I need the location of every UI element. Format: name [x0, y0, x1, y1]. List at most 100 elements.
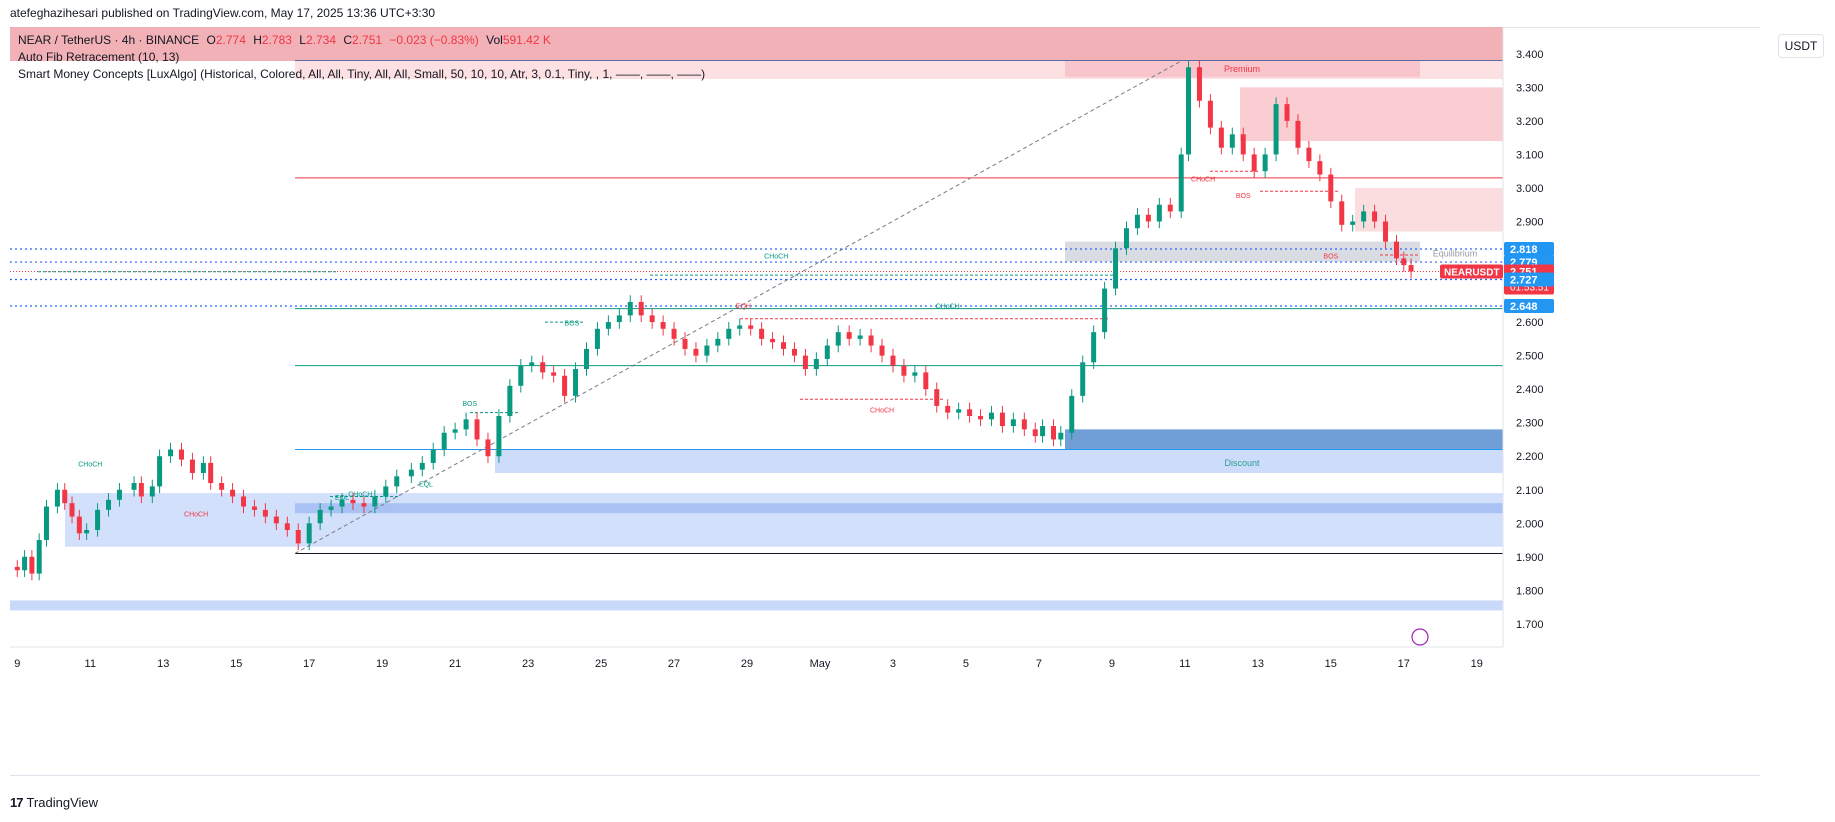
supply-zone-1	[1240, 87, 1503, 142]
time-tick: 11	[85, 658, 96, 670]
candle-body	[251, 506, 257, 510]
candle-body	[14, 566, 20, 571]
candle-body	[1372, 211, 1378, 222]
candle-body	[1145, 214, 1151, 222]
candle-body	[157, 456, 163, 487]
candle-body	[295, 529, 301, 544]
candle-body	[1102, 288, 1108, 333]
candle-body	[912, 372, 918, 376]
candle-body	[638, 301, 644, 316]
candle-body	[1207, 100, 1213, 128]
structure-label: EQL	[335, 495, 349, 502]
discount-zone	[495, 449, 1503, 473]
demand-zone-2	[295, 503, 1503, 514]
candle-body	[1383, 221, 1389, 242]
high-value: 2.783	[261, 33, 292, 47]
chart-legend: NEAR / TetherUS · 4h · BINANCE O2.774 H2…	[18, 32, 705, 83]
time-tick: 15	[1325, 658, 1337, 670]
price-tick: 1.800	[1516, 585, 1544, 597]
candle-body	[208, 462, 214, 484]
time-tick: 17	[303, 658, 315, 670]
price-tick: 3.400	[1516, 49, 1544, 61]
candle-body	[1167, 204, 1173, 212]
time-tick: 7	[1036, 658, 1042, 670]
time-tick: 21	[449, 658, 461, 670]
open-value: 2.774	[215, 33, 246, 47]
candle-body	[551, 372, 557, 376]
discount-label: Discount	[1224, 458, 1260, 468]
candle-body	[1393, 241, 1399, 259]
candle-body	[230, 489, 236, 497]
candle-body	[441, 432, 447, 450]
candle-body	[339, 499, 345, 507]
price-badge-bg	[1504, 241, 1554, 256]
price-tick: 2.500	[1516, 351, 1544, 363]
structure-label: BOS	[564, 320, 579, 327]
structure-label: CHoCH	[936, 304, 960, 311]
tradingview-logo-icon: 17	[10, 795, 24, 810]
lightning-icon[interactable]	[1411, 628, 1429, 646]
structure-label: BOS	[1323, 253, 1338, 260]
indicator-smc[interactable]: Smart Money Concepts [LuxAlgo] (Historic…	[18, 67, 706, 81]
candle-body	[36, 540, 42, 574]
candle-body	[1051, 426, 1057, 440]
candle-body	[273, 516, 279, 524]
candle-body	[1401, 258, 1407, 266]
candle-body	[1240, 134, 1246, 155]
candle-body	[43, 506, 49, 541]
symbol-title[interactable]: NEAR / TetherUS · 4h · BINANCE	[18, 33, 200, 47]
candle-body	[1040, 426, 1046, 437]
candle-body	[1069, 395, 1075, 433]
time-tick: 13	[157, 658, 169, 670]
candle-body	[956, 409, 962, 413]
candle-body	[649, 315, 655, 323]
candle-body	[200, 462, 206, 473]
candle-body	[408, 469, 414, 477]
candle-body	[770, 338, 776, 343]
price-badge-bg	[1504, 298, 1554, 313]
candle-body	[857, 335, 863, 339]
symbol-badge-bg	[1440, 264, 1503, 279]
time-tick: 19	[1471, 658, 1483, 670]
candle-body	[116, 489, 122, 500]
indicator-fib[interactable]: Auto Fib Retracement (10, 13)	[18, 50, 180, 64]
price-axis: 1.700 1.800 1.900 2.000 2.100 2.200 2.300 2.400…	[1516, 49, 1544, 631]
open-label: O	[206, 33, 216, 47]
candle-body	[693, 348, 699, 356]
candle-body	[1273, 104, 1279, 155]
candle-body	[583, 348, 589, 370]
candle-body	[1284, 104, 1290, 121]
ohlc-row: NEAR / TetherUS · 4h · BINANCE O2.774 H2…	[18, 32, 705, 49]
candle-body	[29, 556, 35, 574]
candle-body	[1306, 147, 1312, 162]
candle-body	[496, 415, 502, 457]
currency-selector[interactable]: USDT	[1778, 34, 1824, 58]
candle-body	[726, 328, 732, 339]
candle-body	[328, 506, 334, 510]
price-tick: 2.400	[1516, 384, 1544, 396]
time-tick: 9	[1109, 658, 1115, 670]
candle-body	[452, 429, 458, 433]
candle-body	[868, 335, 874, 346]
price-tick: 2.300	[1516, 418, 1544, 430]
candle-body	[22, 556, 28, 571]
candle-body	[1251, 154, 1257, 172]
candle-body	[1186, 67, 1192, 155]
structure-label: CHoCH	[870, 408, 894, 415]
price-tick: 2.900	[1516, 216, 1544, 228]
time-tick: 25	[595, 658, 607, 670]
price-badge: 2.727	[1510, 275, 1538, 287]
candle-body	[999, 412, 1005, 427]
candle-body	[1156, 204, 1162, 222]
candle-body	[1295, 120, 1301, 148]
candle-body	[890, 355, 896, 366]
demand-zone-1	[65, 493, 1503, 547]
candle-body	[419, 462, 425, 470]
fib-diagonal	[294, 60, 1183, 554]
price-tick: 2.200	[1516, 451, 1544, 463]
tradingview-brand[interactable]: 17 TradingView	[10, 795, 98, 810]
candle-body	[518, 365, 524, 386]
candle-body	[350, 499, 356, 504]
